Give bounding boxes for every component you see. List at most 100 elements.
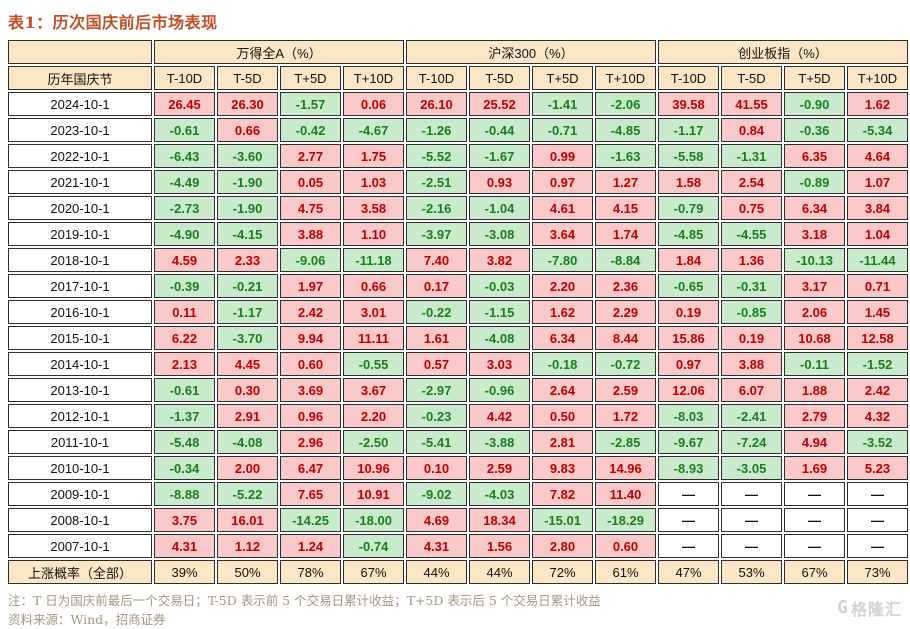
value-cell: 2.91 <box>217 404 278 428</box>
value-cell: -6.43 <box>154 144 215 168</box>
group-header-0: 万得全A（%） <box>154 40 404 64</box>
value-cell: -4.49 <box>154 170 215 194</box>
value-cell: -18.00 <box>343 508 404 532</box>
col-header-2-3: T+10D <box>847 66 908 90</box>
value-cell: -8.88 <box>154 482 215 506</box>
table-row: 2008-10-1 3.75 16.01 -14.25 -18.00 4.69 18.34-… <box>8 508 908 532</box>
value-cell: 1.27 <box>595 170 656 194</box>
value-cell: 0.19 <box>658 300 719 324</box>
value-cell: 0.19 <box>721 326 782 350</box>
value-cell: 1.74 <box>595 222 656 246</box>
value-cell: — <box>721 482 782 506</box>
value-cell: 1.45 <box>847 300 908 324</box>
date-cell: 2009-10-1 <box>8 482 152 506</box>
table-row: 2007-10-1 4.31 1.12 1.24 -0.74 4.31 1.56 2.80 0.… <box>8 534 908 558</box>
date-cell: 2021-10-1 <box>8 170 152 194</box>
value-cell: 0.60 <box>280 352 341 376</box>
value-cell: 3.64 <box>532 222 593 246</box>
value-cell: 4.31 <box>406 534 467 558</box>
value-cell: 2.06 <box>784 300 845 324</box>
value-cell: 1.07 <box>847 170 908 194</box>
value-cell: 6.35 <box>784 144 845 168</box>
value-cell: 0.93 <box>469 170 530 194</box>
table-row: 2011-10-1 -5.48 -4.08 2.96 -2.50 -5.41 -3.88 2.… <box>8 430 908 454</box>
value-cell: 3.88 <box>721 352 782 376</box>
value-cell: -5.34 <box>847 118 908 142</box>
group-header-row: 万得全A（%） 沪深300（%） 创业板指（%） <box>8 40 908 64</box>
value-cell: 1.24 <box>280 534 341 558</box>
value-cell: — <box>658 508 719 532</box>
col-header-1-3: T+10D <box>595 66 656 90</box>
probability-label: 上涨概率（全部） <box>8 560 152 584</box>
value-cell: 9.94 <box>280 326 341 350</box>
value-cell: -1.67 <box>469 144 530 168</box>
value-cell: -1.17 <box>658 118 719 142</box>
value-cell: 1.61 <box>406 326 467 350</box>
value-cell: -1.63 <box>595 144 656 168</box>
value-cell: 1.62 <box>532 300 593 324</box>
value-cell: 1.03 <box>343 170 404 194</box>
value-cell: -1.57 <box>280 92 341 116</box>
value-cell: -0.85 <box>721 300 782 324</box>
value-cell: 2.20 <box>343 404 404 428</box>
value-cell: 4.31 <box>154 534 215 558</box>
table-row: 2022-10-1 -6.43 -3.60 2.77 1.75 -5.52 -1.67 0.9… <box>8 144 908 168</box>
value-cell: 3.84 <box>847 196 908 220</box>
value-cell: 1.56 <box>469 534 530 558</box>
date-cell: 2024-10-1 <box>8 92 152 116</box>
value-cell: -2.85 <box>595 430 656 454</box>
value-cell: -10.13 <box>784 248 845 272</box>
date-cell: 2018-10-1 <box>8 248 152 272</box>
value-cell: 0.11 <box>154 300 215 324</box>
value-cell: 0.30 <box>217 378 278 402</box>
value-cell: 1.69 <box>784 456 845 480</box>
value-cell: 26.45 <box>154 92 215 116</box>
value-cell: 7.82 <box>532 482 593 506</box>
value-cell: — <box>658 482 719 506</box>
value-cell: -5.41 <box>406 430 467 454</box>
value-cell: -4.55 <box>721 222 782 246</box>
table-row: 2019-10-1 -4.90 -4.15 3.88 1.10 -3.97 -3.08 3.6… <box>8 222 908 246</box>
probability-row: 上涨概率（全部） 39% 50% 78% 67% 44% 44% 72% 61% 47% 53% 67… <box>8 560 908 584</box>
value-cell: -5.48 <box>154 430 215 454</box>
probability-cell: 67% <box>784 560 845 584</box>
table-row: 2017-10-1 -0.39 -0.21 1.97 0.66 0.17 -0.03 2.20… <box>8 274 908 298</box>
value-cell: -8.84 <box>595 248 656 272</box>
table-row: 2010-10-1 -0.34 2.00 6.47 10.96 0.10 2.59 9.83 1… <box>8 456 908 480</box>
value-cell: -0.55 <box>343 352 404 376</box>
probability-cell: 47% <box>658 560 719 584</box>
value-cell: 0.84 <box>721 118 782 142</box>
value-cell: 0.50 <box>532 404 593 428</box>
value-cell: 0.60 <box>595 534 656 558</box>
table-row: 2012-10-1 -1.37 2.91 0.96 2.20 -0.23 4.42 0.50 1… <box>8 404 908 428</box>
date-cell: 2011-10-1 <box>8 430 152 454</box>
value-cell: 2.20 <box>532 274 593 298</box>
value-cell: -4.90 <box>154 222 215 246</box>
note-line: 注：T 日为国庆前最后一个交易日；T-5D 表示前 5 个交易日累计收益；T+5… <box>8 593 601 608</box>
value-cell: 1.58 <box>658 170 719 194</box>
value-cell: -3.70 <box>217 326 278 350</box>
value-cell: -5.58 <box>658 144 719 168</box>
value-cell: — <box>721 508 782 532</box>
value-cell: -0.74 <box>343 534 404 558</box>
table-row: 2016-10-1 0.11 -1.17 2.42 3.01 -0.22 -1.15 1.62… <box>8 300 908 324</box>
value-cell: -2.50 <box>343 430 404 454</box>
value-cell: -9.06 <box>280 248 341 272</box>
value-cell: -1.15 <box>469 300 530 324</box>
value-cell: -1.41 <box>532 92 593 116</box>
value-cell: — <box>784 534 845 558</box>
value-cell: 0.75 <box>721 196 782 220</box>
value-cell: 1.10 <box>343 222 404 246</box>
date-cell: 2017-10-1 <box>8 274 152 298</box>
probability-cell: 72% <box>532 560 593 584</box>
value-cell: 14.96 <box>595 456 656 480</box>
col-header-0-2: T+5D <box>280 66 341 90</box>
value-cell: 1.84 <box>658 248 719 272</box>
value-cell: -0.03 <box>469 274 530 298</box>
value-cell: 7.40 <box>406 248 467 272</box>
value-cell: -2.41 <box>721 404 782 428</box>
probability-cell: 44% <box>469 560 530 584</box>
value-cell: -0.89 <box>784 170 845 194</box>
source-line: 资料来源：Wind，招商证券 <box>8 612 166 627</box>
value-cell: -0.31 <box>721 274 782 298</box>
